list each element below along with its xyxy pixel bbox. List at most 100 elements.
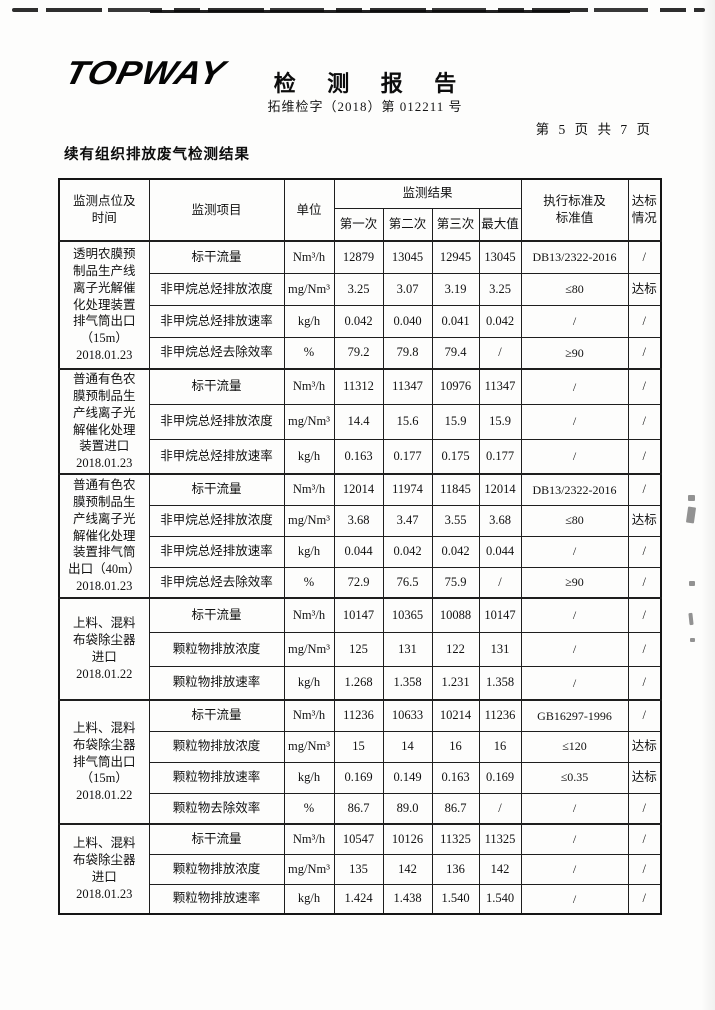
section-title: 续有组织排放废气检测结果 [64, 147, 250, 163]
standard-cell: / [520, 823, 629, 855]
standard-cell: DB13/2322-2016 [520, 473, 629, 506]
result-run3-cell: 1.231 [431, 665, 480, 701]
monitoring-item-cell: 非甲烷总烃去除效率 [148, 566, 285, 599]
result-run1-cell: 10147 [333, 597, 384, 633]
result-run3-cell: 10088 [431, 597, 480, 633]
result-run3-cell: 136 [431, 853, 480, 885]
result-run3-cell: 16 [431, 730, 480, 763]
header-run2: 第二次 [382, 207, 433, 242]
monitoring-item-cell: 颗粒物排放浓度 [148, 730, 285, 763]
header-monitoring-point-time: 监测点位及 时间 [58, 178, 150, 242]
unit-cell: Nm³/h [283, 699, 335, 732]
document-number: 拓维检字（2018）第 012211 号 [267, 99, 463, 114]
monitoring-item-cell: 非甲烷总烃排放速率 [148, 438, 285, 475]
scan-artifact [150, 10, 570, 13]
standard-cell: ≥90 [520, 336, 629, 370]
unit-cell: mg/Nm³ [283, 631, 335, 667]
result-run2-cell: 0.177 [382, 438, 433, 475]
compliance-cell: 达标 [627, 504, 662, 537]
result-run1-cell: 10547 [333, 823, 384, 855]
result-run1-cell: 0.169 [333, 761, 384, 794]
unit-cell: Nm³/h [283, 240, 335, 274]
result-run2-cell: 142 [382, 853, 433, 885]
table-row: 非甲烷总烃去除效率% 79.2 79.8 79.4/≥90/ [59, 336, 662, 370]
result-run2-cell: 10365 [382, 597, 433, 633]
unit-cell: kg/h [283, 883, 335, 915]
result-run1-cell: 15 [333, 730, 384, 763]
result-run3-cell: 3.19 [431, 272, 480, 306]
result-run3-cell: 79.4 [431, 336, 480, 370]
result-max-cell: / [478, 566, 522, 599]
table-row: 颗粒物排放浓度 mg/Nm³ 15 14 16 16 ≤120 达标 [59, 730, 662, 763]
unit-cell: kg/h [283, 535, 335, 568]
result-run3-cell: 122 [431, 631, 480, 667]
result-run1-cell: 12879 [333, 240, 384, 274]
result-run2-cell: 89.0 [382, 792, 433, 825]
table-row: 非甲烷总烃排放速率 kg/h 0.044 0.042 0.042 0.044// [59, 535, 662, 568]
result-run3-cell: 10214 [431, 699, 480, 732]
result-max-cell: 11325 [478, 823, 522, 855]
standard-cell: / [520, 535, 629, 568]
standard-cell: / [520, 438, 629, 475]
monitoring-item-cell: 非甲烷总烃排放浓度 [148, 403, 285, 440]
table-row: 非甲烷总烃排放速率 kg/h 0.042 0.040 0.041 0.042// [59, 304, 662, 338]
compliance-cell: / [627, 336, 662, 370]
result-max-cell: 0.042 [478, 304, 522, 338]
standard-cell: / [520, 631, 629, 667]
monitoring-item-cell: 标干流量 [148, 368, 285, 405]
table-row: 颗粒物排放浓度 mg/Nm³ 135 142 136 142// [59, 853, 662, 885]
result-run2-cell: 14 [382, 730, 433, 763]
report-title: 检 测 报 告 [273, 71, 470, 96]
result-run2-cell: 0.149 [382, 761, 433, 794]
result-run2-cell: 10126 [382, 823, 433, 855]
monitoring-item-cell: 颗粒物排放速率 [148, 883, 285, 915]
result-run2-cell: 11974 [382, 473, 433, 506]
monitoring-item-cell: 标干流量 [148, 473, 285, 506]
result-max-cell: 1.540 [478, 883, 522, 915]
monitoring-results-table: 监测点位及 时间 监测项目 单位 监测结果 执行标准及 标准值 达标 情况 第一… [58, 178, 663, 915]
result-run2-cell: 1.358 [382, 665, 433, 701]
result-run3-cell: 75.9 [431, 566, 480, 599]
compliance-cell: / [627, 792, 662, 825]
table-row: 非甲烷总烃去除效率% 72.9 76.5 75.9/≥90/ [59, 566, 662, 599]
result-run3-cell: 0.041 [431, 304, 480, 338]
result-run1-cell: 1.424 [333, 883, 384, 915]
result-max-cell: 0.169 [478, 761, 522, 794]
result-run2-cell: 13045 [382, 240, 433, 274]
monitoring-item-cell: 颗粒物排放速率 [148, 665, 285, 701]
table-row: 普通有色农 膜预制品生 产线离子光 解催化处理 装置进口 2018.01.23 标… [58, 368, 662, 475]
result-run1-cell: 12014 [333, 473, 384, 506]
result-run3-cell: 0.163 [431, 761, 480, 794]
unit-cell: kg/h [283, 304, 335, 338]
result-run1-cell: 86.7 [333, 792, 384, 825]
result-run1-cell: 11236 [333, 699, 384, 732]
result-run2-cell: 3.47 [382, 504, 433, 537]
unit-cell: Nm³/h [283, 597, 335, 633]
result-run3-cell: 3.55 [431, 504, 480, 537]
header-max: 最大值 [478, 207, 522, 242]
table-row: 透明农膜预 制品生产线 离子光解催 化处理装置 排气筒出口 （15m） 2018… [58, 240, 662, 370]
unit-cell: mg/Nm³ [283, 504, 335, 537]
result-max-cell: 1.358 [478, 665, 522, 701]
monitoring-point-cell: 透明农膜预 制品生产线 离子光解催 化处理装置 排气筒出口 （15m） 2018… [58, 240, 150, 370]
table-row: 颗粒物排放速率 kg/h 0.169 0.149 0.163 0.169 ≤0.35 达标 [59, 761, 662, 794]
compliance-cell: 达标 [627, 730, 662, 763]
result-max-cell: 0.044 [478, 535, 522, 568]
standard-cell: ≤80 [520, 504, 629, 537]
result-run3-cell: 86.7 [431, 792, 480, 825]
result-run1-cell: 125 [333, 631, 384, 667]
result-run2-cell: 3.07 [382, 272, 433, 306]
result-max-cell: / [478, 336, 522, 370]
result-max-cell: 3.68 [478, 504, 522, 537]
table-row: 上料、混料 布袋除尘器 排气筒出口 （15m） 2018.01.22 标干流量 Nm… [58, 699, 662, 825]
result-run3-cell: 15.9 [431, 403, 480, 440]
result-run2-cell: 131 [382, 631, 433, 667]
result-max-cell: 11347 [478, 368, 522, 405]
result-run1-cell: 0.042 [333, 304, 384, 338]
monitoring-item-cell: 非甲烷总烃排放速率 [148, 304, 285, 338]
table-row: 颗粒物去除效率% 86.7 89.0 86.7// / [59, 792, 662, 825]
compliance-cell: / [627, 597, 662, 633]
result-run2-cell: 79.8 [382, 336, 433, 370]
result-max-cell: / [478, 792, 522, 825]
